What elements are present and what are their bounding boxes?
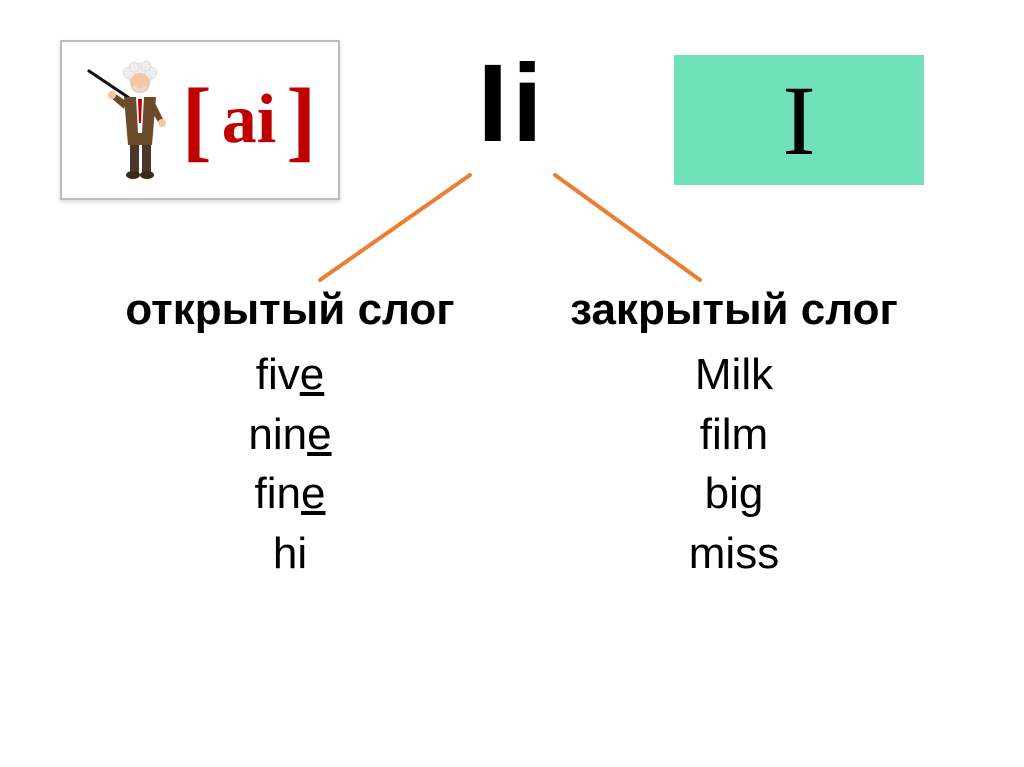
teacher-icon xyxy=(84,53,172,188)
closed-word-1: film xyxy=(524,405,944,464)
closed-word-3: miss xyxy=(524,524,944,583)
letter-heading: Ii xyxy=(477,40,546,167)
bracket-close: ] xyxy=(286,69,316,172)
open-word-2: fine xyxy=(80,464,500,523)
open-word-1: nine xyxy=(80,405,500,464)
bracket-open: [ xyxy=(182,69,212,172)
open-word-0: five xyxy=(80,345,500,404)
open-word-3: hi xyxy=(80,524,500,583)
phoneme-text: ai xyxy=(222,80,276,160)
connector-left xyxy=(320,175,470,280)
open-syllable-column: открытый слог five nine fine hi xyxy=(80,280,500,583)
slide-canvas: Ii xyxy=(0,0,1024,767)
open-sound-card: [ ai ] xyxy=(60,40,340,200)
closed-word-0: Milk xyxy=(524,345,944,404)
closed-sound-box: I xyxy=(674,55,924,185)
closed-sound-text: I xyxy=(782,63,815,178)
closed-word-2: big xyxy=(524,464,944,523)
open-syllable-heading: открытый слог xyxy=(80,280,500,339)
connector-right xyxy=(555,175,700,280)
closed-syllable-column: закрытый слог Milk film big miss xyxy=(524,280,944,583)
closed-syllable-heading: закрытый слог xyxy=(524,280,944,339)
